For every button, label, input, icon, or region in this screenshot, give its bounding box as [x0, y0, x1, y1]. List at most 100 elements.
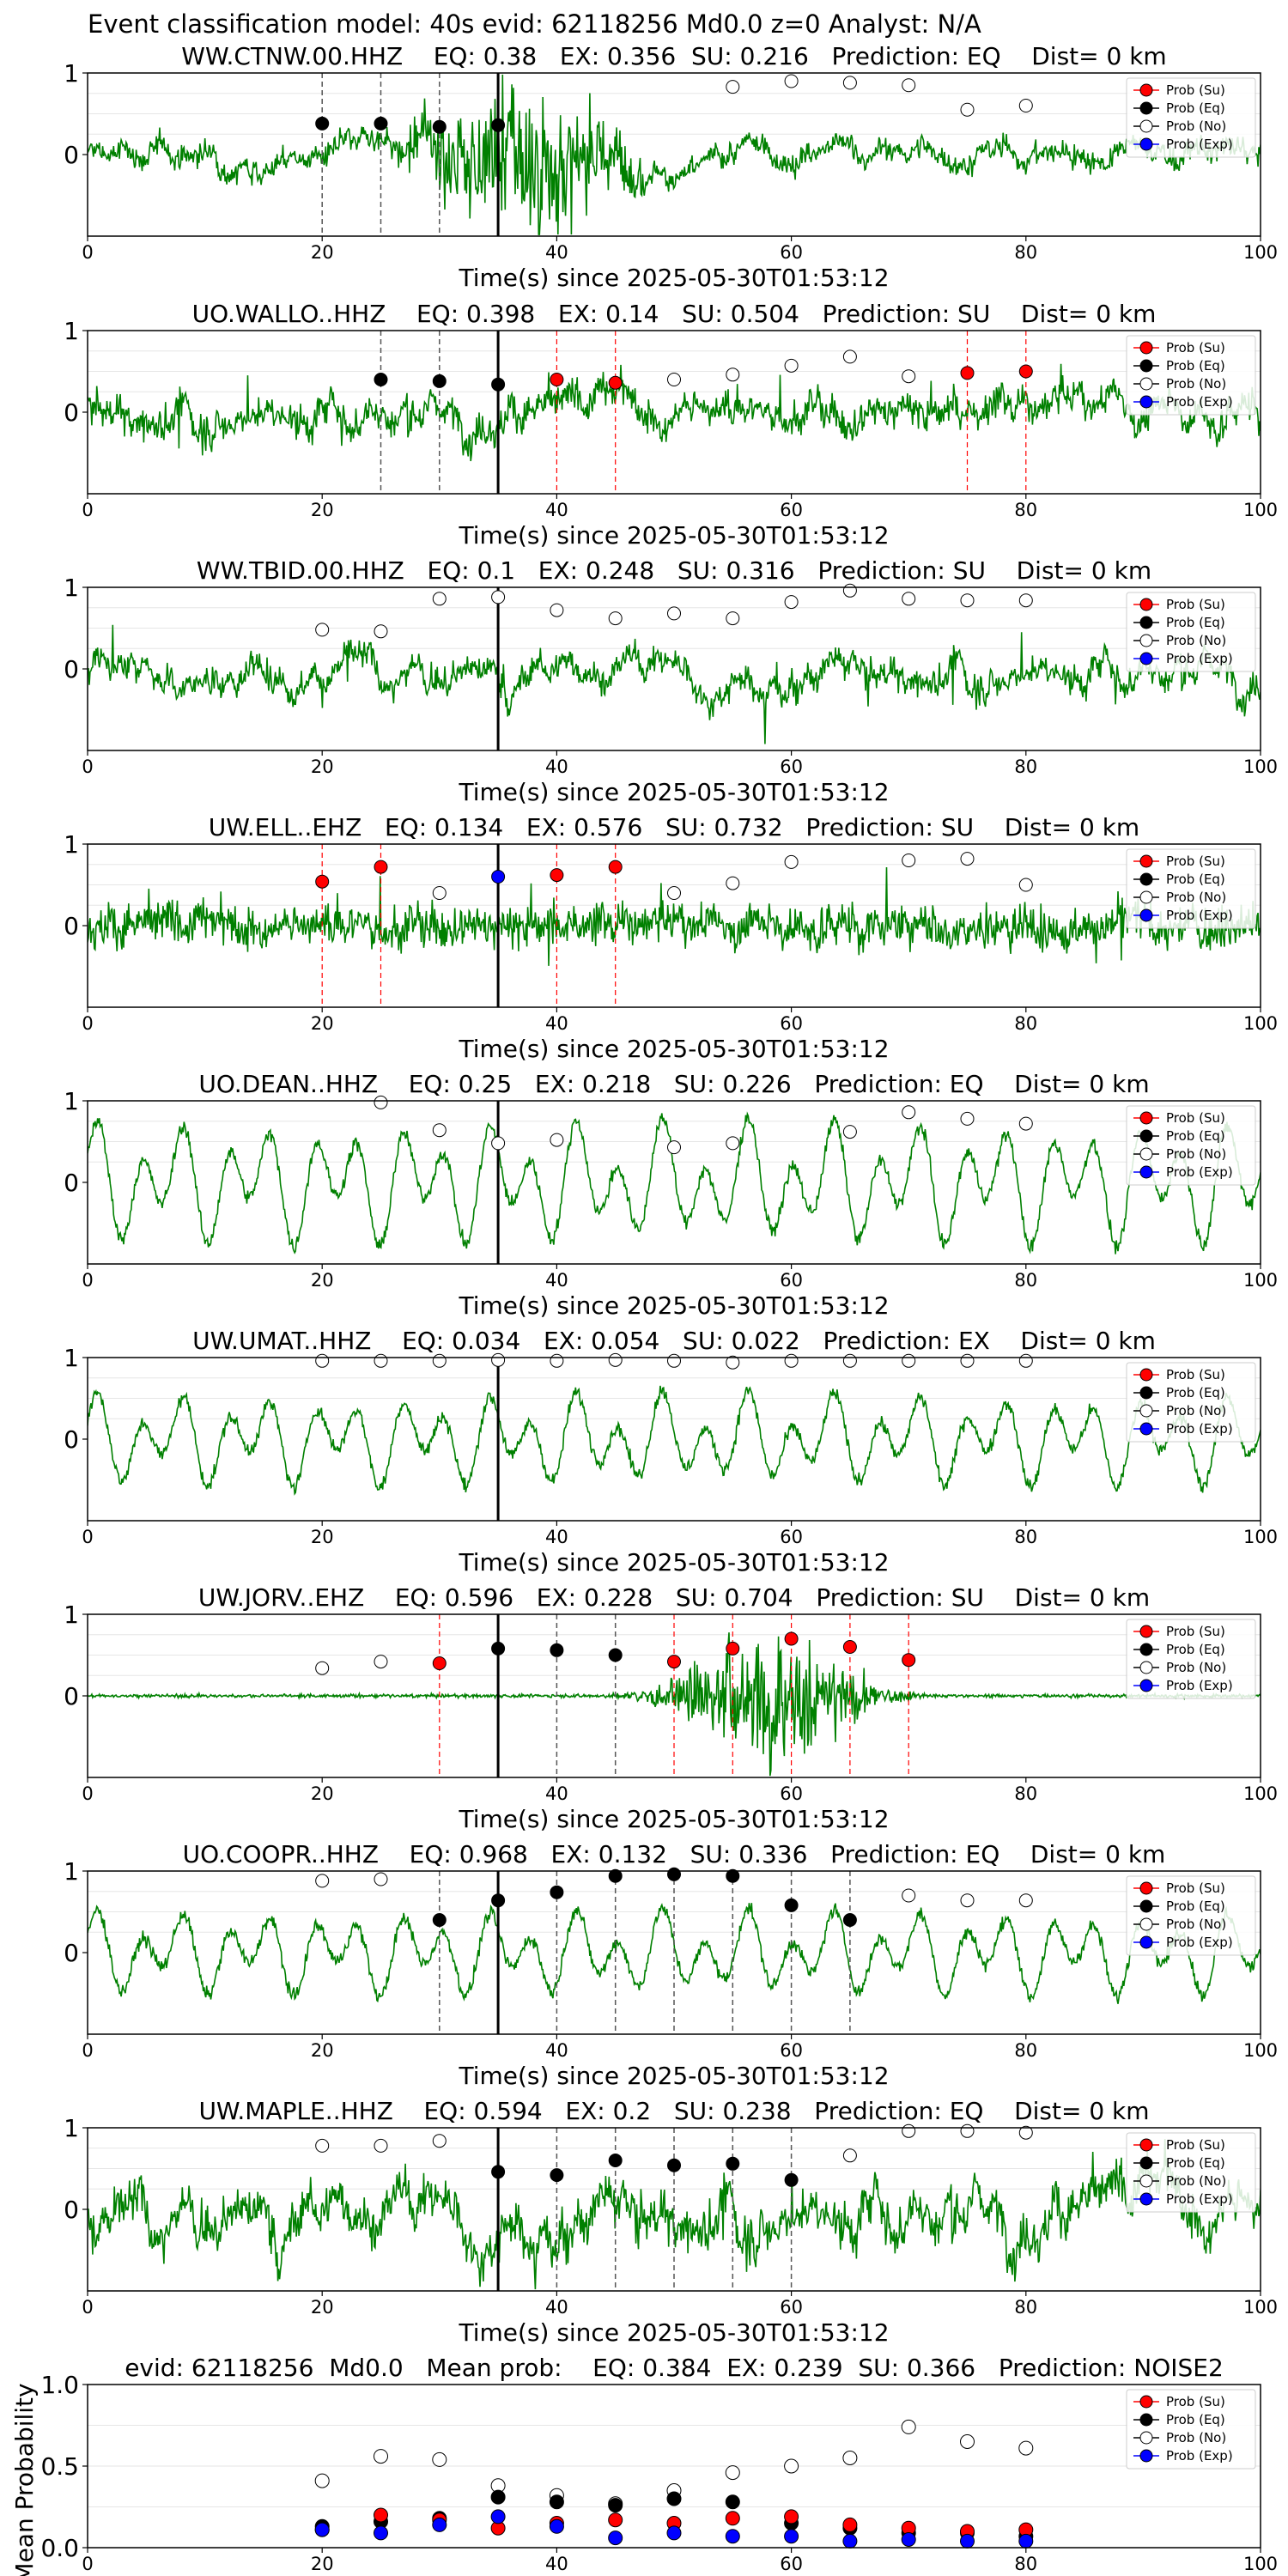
- prob-point-no: [902, 2123, 916, 2138]
- panel-title: UW.JORV..EHZ EQ: 0.596 EX: 0.228 SU: 0.7…: [198, 1583, 1150, 1612]
- prob-point-eq: [432, 374, 447, 388]
- prob-point-su: [374, 860, 388, 874]
- legend-box: [1126, 592, 1256, 672]
- legend-label-no: Prob (No): [1166, 2173, 1226, 2189]
- x-tick-label: 60: [780, 1270, 803, 1291]
- legend-label-eq: Prob (Eq): [1166, 872, 1225, 887]
- x-tick-label: 60: [780, 1783, 803, 1804]
- prob-point-no: [960, 852, 975, 866]
- mean-prob-point-exp: [784, 2529, 799, 2544]
- mean-prob-point-exp: [490, 2509, 506, 2524]
- waveform-trace: [88, 74, 1261, 235]
- waveform-trace: [88, 2138, 1261, 2290]
- legend-label-exp: Prob (Exp): [1166, 2448, 1233, 2464]
- prob-point-no: [1018, 1353, 1033, 1368]
- legend-label-no: Prob (No): [1166, 118, 1226, 134]
- prob-point-no: [550, 1133, 564, 1147]
- y-tick-label: 0: [64, 912, 79, 940]
- mean-prob-point-su: [608, 2512, 623, 2528]
- legend-label-exp: Prob (Exp): [1166, 651, 1233, 666]
- x-tick-label: 0: [82, 2554, 93, 2574]
- prob-point-no: [315, 1874, 330, 1888]
- legend-label-su: Prob (Su): [1166, 340, 1225, 355]
- prob-point-no: [374, 1872, 388, 1886]
- prob-point-eq: [842, 1913, 857, 1927]
- prob-point-su: [726, 1641, 740, 1656]
- legend-label-su: Prob (Su): [1166, 2394, 1225, 2409]
- legend-marker-eq: [1139, 616, 1153, 629]
- mean-prob-point-eq: [549, 2494, 564, 2510]
- x-tick-label: 80: [1014, 1270, 1037, 1291]
- y-tick-label: 1: [64, 1857, 79, 1886]
- x-tick-label: 0: [82, 242, 93, 263]
- prob-point-no: [842, 1353, 857, 1368]
- x-tick-label: 80: [1014, 1013, 1037, 1034]
- legend-label-no: Prob (No): [1166, 1917, 1226, 1932]
- legend-label-exp: Prob (Exp): [1166, 1678, 1233, 1693]
- prob-point-no: [432, 1123, 447, 1138]
- legend-marker-su: [1139, 1111, 1153, 1125]
- mean-prob-point-no: [842, 2451, 858, 2465]
- prob-point-no: [608, 611, 623, 626]
- y-tick-label: 0: [64, 1425, 79, 1454]
- legend-marker-eq: [1139, 1643, 1153, 1656]
- prob-point-no: [667, 1140, 681, 1155]
- x-tick-label: 60: [780, 2297, 803, 2318]
- x-tick-label: 60: [780, 1527, 803, 1547]
- figure-suptitle: Event classification model: 40s evid: 62…: [88, 9, 981, 39]
- legend-label-no: Prob (No): [1166, 1403, 1226, 1419]
- mean-prob-point-eq: [608, 2498, 623, 2513]
- waveform-trace: [88, 1111, 1261, 1255]
- x-tick-label: 60: [780, 242, 803, 263]
- y-tick-label: 1.0: [40, 2371, 79, 2399]
- legend-marker-no: [1139, 2431, 1153, 2445]
- legend-box: [1126, 2132, 1256, 2213]
- x-tick-label: 40: [545, 500, 568, 520]
- prob-point-no: [960, 1111, 975, 1126]
- legend-label-su: Prob (Su): [1166, 854, 1225, 869]
- panels-group: WW.CTNW.00.HHZ EQ: 0.38 EX: 0.356 SU: 0.…: [10, 42, 1278, 2576]
- legend-box: [1126, 2389, 1256, 2470]
- mean-prob-point-su: [725, 2511, 740, 2526]
- prob-point-no: [902, 592, 916, 606]
- mean-prob-point-exp: [725, 2529, 740, 2544]
- x-tick-label: 40: [545, 1783, 568, 1804]
- x-tick-label: 40: [545, 2554, 568, 2574]
- y-tick-label: 1: [64, 317, 79, 345]
- waveform-trace: [88, 866, 1261, 966]
- x-tick-label: 60: [780, 2040, 803, 2061]
- y-tick-label: 0: [64, 1169, 79, 1197]
- panel-title: UW.MAPLE..HHZ EQ: 0.594 EX: 0.2 SU: 0.23…: [198, 2097, 1149, 2125]
- panel-6: UW.JORV..EHZ EQ: 0.596 EX: 0.228 SU: 0.7…: [64, 1583, 1278, 1833]
- legend-label-no: Prob (No): [1166, 1146, 1226, 1162]
- x-tick-label: 100: [1243, 2297, 1278, 2318]
- panel-9: evid: 62118256 Md0.0 Mean prob: EQ: 0.38…: [10, 2354, 1278, 2576]
- panel-title: UW.UMAT..HHZ EQ: 0.034 EX: 0.054 SU: 0.0…: [192, 1327, 1156, 1355]
- legend-marker-no: [1139, 1661, 1153, 1674]
- prob-point-no: [667, 373, 681, 386]
- mean-prob-point-no: [725, 2465, 740, 2481]
- legend-label-exp: Prob (Exp): [1166, 1421, 1233, 1437]
- prob-point-eq: [315, 116, 330, 131]
- y-tick-label: 0: [64, 1939, 79, 1967]
- prob-point-eq: [608, 2154, 623, 2167]
- legend-marker-su: [1139, 1881, 1153, 1895]
- prob-point-no: [842, 1125, 857, 1139]
- legend-box: [1126, 335, 1256, 416]
- prob-point-no: [374, 1655, 388, 1669]
- mean-prob-point-exp: [432, 2517, 447, 2532]
- panel-title: UO.COOPR..HHZ EQ: 0.968 EX: 0.132 SU: 0.…: [183, 1840, 1166, 1868]
- y-tick-label: 1: [64, 1601, 79, 1629]
- legend-marker-no: [1139, 1404, 1153, 1418]
- x-tick-label: 20: [311, 2554, 334, 2574]
- legend-marker-eq: [1139, 1129, 1153, 1143]
- prob-point-no: [902, 1353, 916, 1368]
- prob-point-su: [842, 1640, 857, 1654]
- y-tick-label: 1: [64, 59, 79, 88]
- legend-marker-su: [1139, 854, 1153, 868]
- legend-label-eq: Prob (Eq): [1166, 1385, 1225, 1400]
- x-tick-label: 80: [1014, 242, 1037, 263]
- panel-1: UO.WALLO..HHZ EQ: 0.398 EX: 0.14 SU: 0.5…: [64, 300, 1278, 550]
- x-axis-label: Time(s) since 2025-05-30T01:53:12: [458, 1548, 889, 1577]
- prob-point-no: [374, 2138, 388, 2153]
